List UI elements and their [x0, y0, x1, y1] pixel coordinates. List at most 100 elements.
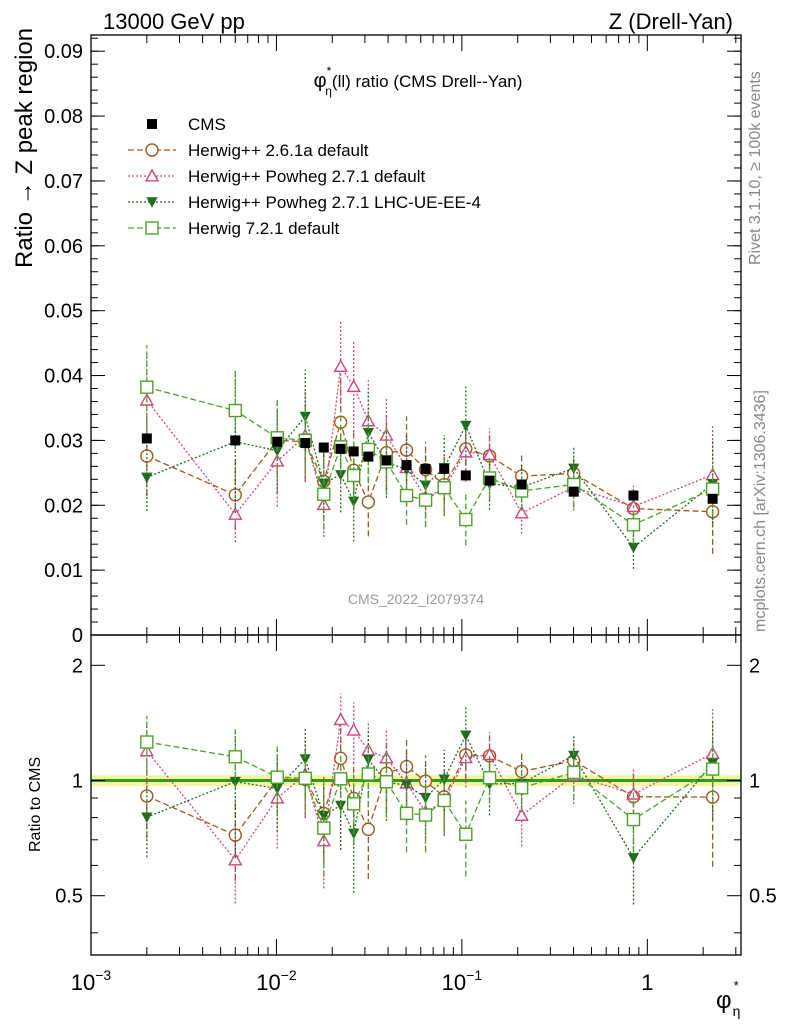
legend-label: CMS [188, 115, 226, 134]
data-point [707, 493, 718, 504]
legend-marker [146, 197, 158, 208]
ratio-point [460, 730, 472, 742]
series-point [514, 505, 529, 519]
series-point [141, 472, 153, 484]
ratio-tick-label: 1 [72, 771, 83, 793]
ratio-point [482, 747, 497, 761]
analysis-watermark: CMS_2022_I2079374 [348, 591, 484, 607]
series-point [228, 506, 243, 520]
data-point [460, 470, 471, 481]
ratio-point [346, 722, 361, 736]
series-point [317, 487, 331, 501]
y-tick-label: 0.01 [44, 560, 83, 582]
legend-label: Herwig++ Powheg 2.7.1 LHC-UE-EE-4 [188, 193, 481, 212]
plot-title-eta: η [325, 84, 332, 98]
ratio-point [514, 781, 529, 795]
plot-title: φ* η(ll) ratio (CMS Drell--Yan) [314, 64, 523, 98]
data-point [300, 438, 311, 448]
data-point [381, 455, 392, 466]
series-point [399, 488, 414, 503]
series-point [626, 518, 641, 532]
ratio-point [317, 821, 331, 835]
series-line-0 [146, 419, 713, 513]
ratio-point [228, 750, 243, 764]
series-line-1 [146, 364, 713, 516]
ratio-point [514, 808, 529, 821]
data-point [439, 463, 450, 474]
legend: CMS Herwig++ 2.6.1a default Herwig++ Powhe… [128, 115, 481, 238]
data-point [516, 479, 527, 490]
data-point [420, 463, 431, 474]
ratio-tick-label-right: 0.5 [749, 886, 777, 908]
x-tick-label: 10−3 [71, 967, 112, 995]
legend-label: Herwig++ Powheg 2.7.1 default [188, 167, 425, 186]
y-axis-label: Ratio → Z peak region [11, 28, 38, 268]
header-left-label: 13000 GeV pp [103, 9, 245, 34]
ratio-point [418, 808, 433, 822]
legend-marker [144, 168, 160, 182]
series-point [627, 542, 640, 554]
header-right-label: Z (Drell-Yan) [609, 9, 733, 34]
ratio-point [459, 827, 473, 841]
y-tick-label: 0.06 [44, 236, 83, 258]
legend-label: Herwig++ 2.6.1a default [188, 141, 369, 160]
plot-title-star: * [327, 64, 332, 78]
ratio-point [333, 772, 348, 786]
ratio-point [482, 771, 497, 785]
ratio-point [567, 765, 581, 780]
series-point [140, 449, 154, 463]
data-point [568, 486, 579, 497]
y-tick-label: 0 [72, 625, 83, 647]
ratio-point [141, 812, 153, 824]
ratio-point [437, 793, 451, 808]
main-panel: 0 0.01 0.02 0.03 0.04 0.05 0.06 0.07 0.08 0.09 [44, 37, 741, 647]
series-point [347, 468, 361, 483]
x-axis-label-eta: η [733, 1003, 741, 1019]
ratio-point [270, 770, 284, 784]
y-tick-label: 0.07 [44, 171, 83, 193]
data-point [348, 446, 359, 457]
series-point [361, 495, 376, 509]
series-point [140, 380, 154, 394]
data-point [363, 451, 374, 462]
ratio-tick-label: 0.5 [55, 886, 83, 908]
ratio-point [228, 852, 243, 866]
ratio-point [333, 712, 348, 726]
data-point [335, 443, 346, 454]
data-point [628, 490, 639, 501]
legend-label: Herwig 7.2.1 default [188, 219, 339, 238]
rivet-version-label: Rivet 3.1.10, ≥ 100k events [747, 71, 764, 265]
ratio-point [399, 806, 414, 821]
series-point [228, 403, 243, 418]
mcplots-label: mcplots.cern.ch [arXiv:1306.3436] [752, 390, 769, 632]
data-point [401, 460, 412, 471]
plot-title-phi: φ [314, 70, 327, 92]
y-tick-label: 0.05 [44, 301, 83, 323]
x-tick-label: 1 [641, 970, 653, 995]
x-axis-label-phi: φ [716, 987, 732, 1014]
legend-marker [147, 119, 157, 129]
ratio-point [298, 771, 312, 785]
data-point [484, 475, 495, 486]
legend-marker [145, 143, 159, 157]
series-point [460, 420, 472, 432]
ratio-point [705, 762, 720, 776]
x-tick-label: 10−2 [256, 967, 297, 995]
ratio-point [140, 735, 154, 749]
plot-title-rest: (ll) ratio (CMS Drell--Yan) [332, 72, 522, 91]
series-point [346, 379, 361, 393]
legend-marker [145, 221, 159, 235]
ratio-series-line-3 [146, 741, 713, 836]
data-point [318, 442, 329, 453]
y-tick-label: 0.04 [44, 366, 83, 388]
ratio-point [347, 797, 361, 811]
x-axis-label-star: * [734, 978, 739, 993]
series-point [459, 512, 473, 527]
ratio-panel-frame [90, 634, 742, 956]
ratio-point [626, 812, 641, 827]
y-tick-label: 0.08 [44, 106, 83, 128]
ratio-point [361, 767, 376, 781]
ratio-point [627, 853, 640, 864]
data-point [272, 436, 283, 447]
